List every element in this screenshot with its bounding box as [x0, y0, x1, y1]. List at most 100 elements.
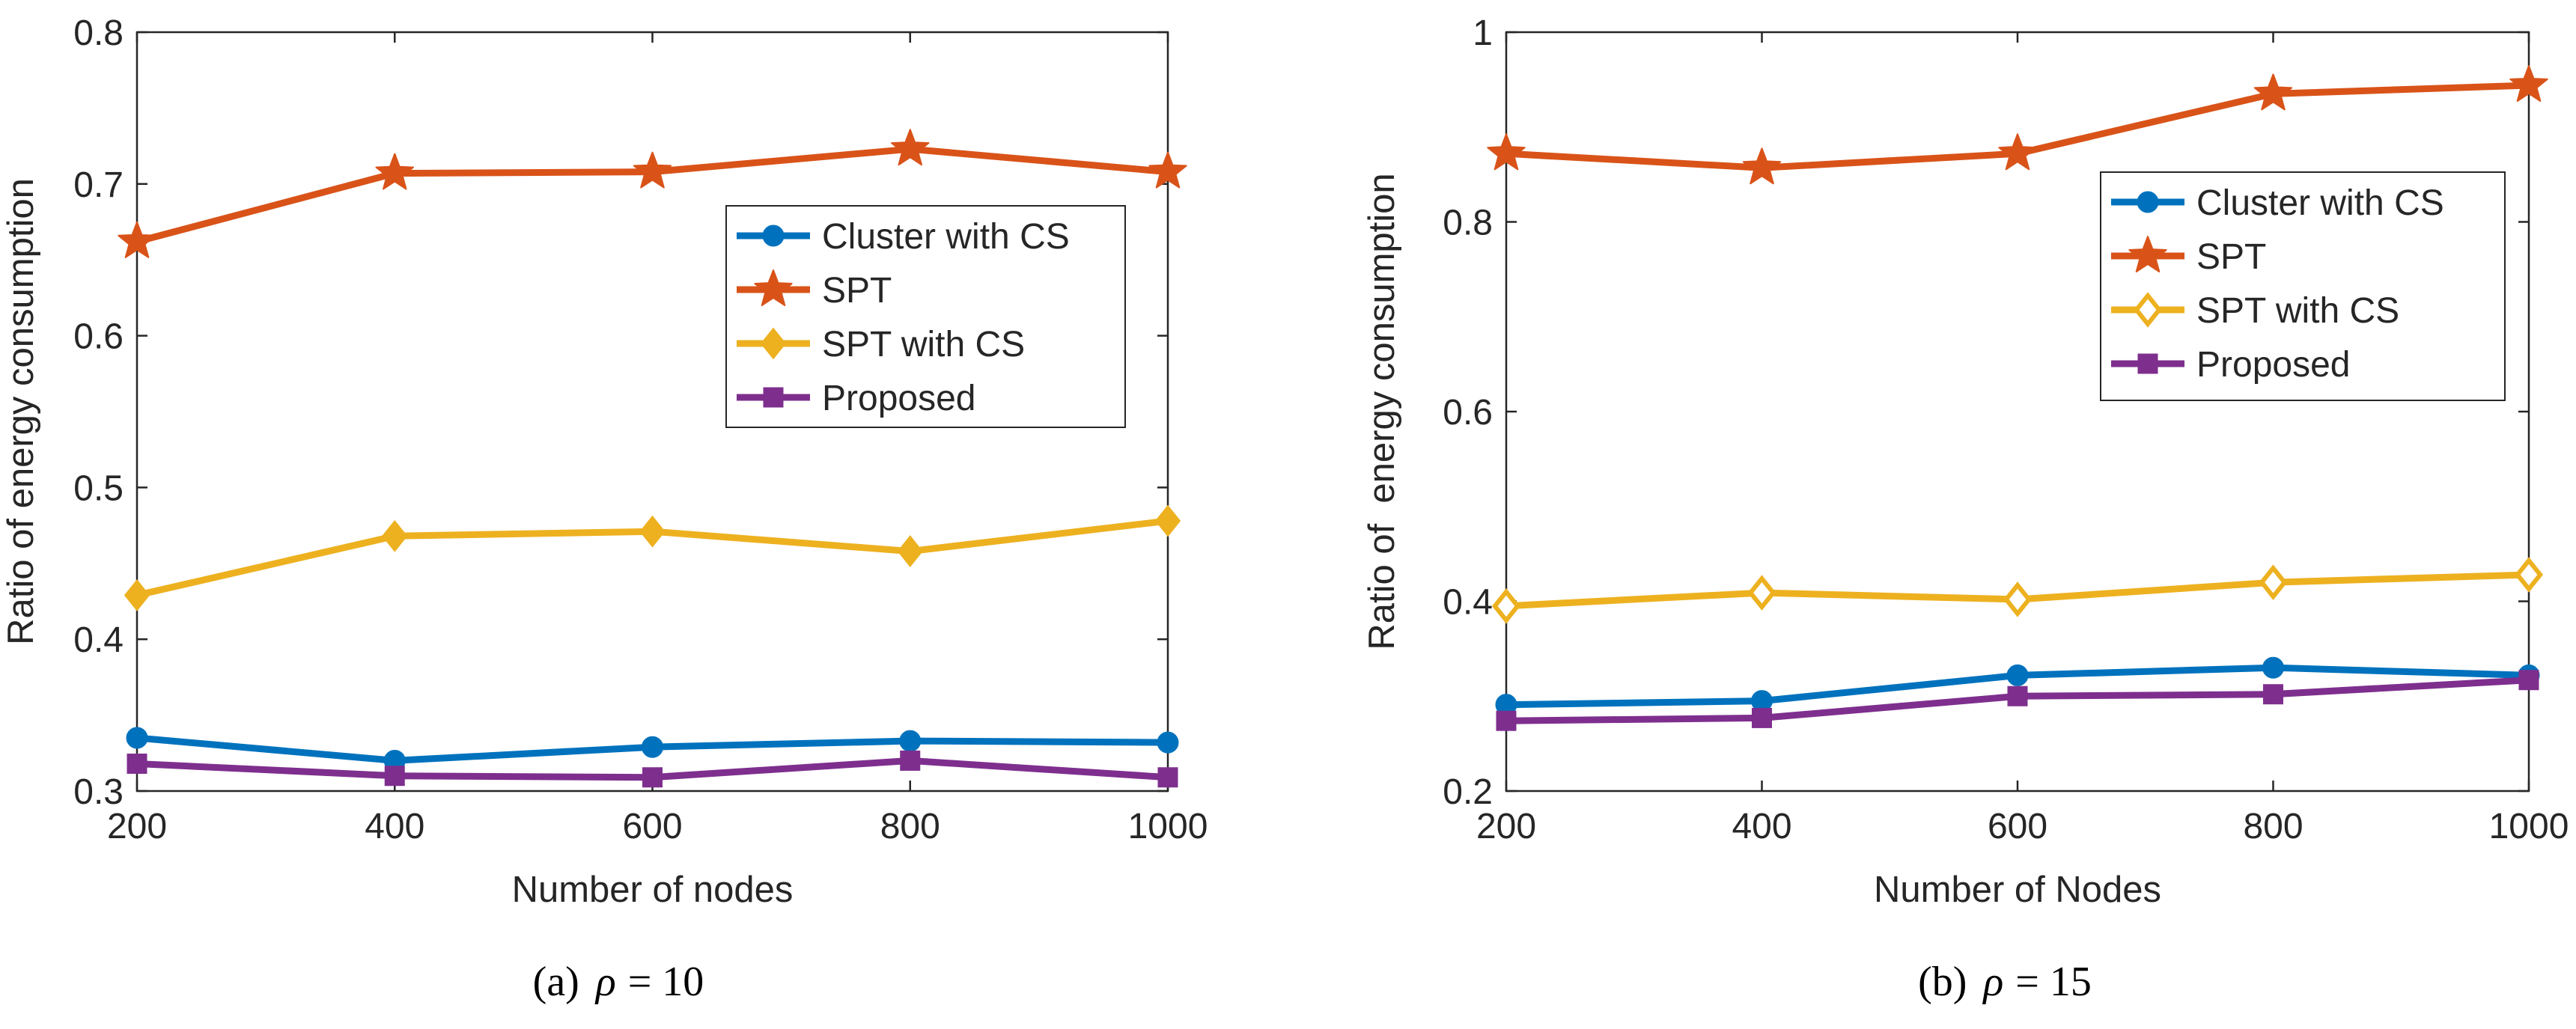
data-point	[2509, 65, 2548, 102]
data-point	[642, 767, 663, 788]
legend-label: SPT with CS	[822, 325, 1025, 364]
data-point	[127, 753, 147, 774]
x-tick-label: 800	[2243, 807, 2303, 846]
legend-label: Proposed	[2196, 345, 2350, 385]
series-spt	[1487, 65, 2548, 185]
data-point	[1752, 707, 1772, 728]
data-point	[1487, 133, 1526, 171]
chart-panel-b: 200 400 600 800 1000 0.2 0.4 0.6 0.8 1 Number of N…	[1362, 13, 2569, 1005]
y-tick-label: 0.6	[1443, 393, 1493, 433]
data-point	[642, 736, 663, 758]
legend-swatch-marker	[2137, 353, 2158, 374]
data-point	[1157, 731, 1179, 754]
data-point	[633, 151, 672, 189]
data-point	[384, 766, 405, 787]
figure-caption: (a) ρ = 10	[533, 959, 704, 1005]
legend-label: SPT with CS	[2196, 291, 2399, 331]
legend-label: Proposed	[822, 379, 975, 418]
caption-label: (a)	[533, 959, 579, 1005]
legend-swatch-marker	[763, 387, 784, 408]
y-axis-label: Ratio of energy consumption	[1362, 173, 1402, 650]
chart-panel-a: 200 400 600 800 1000 0.3 0.4 0.5 0.6 0.7 0.8 Number…	[1, 13, 1208, 1005]
series-spt	[118, 129, 1187, 258]
y-tick-label: 0.4	[73, 620, 124, 660]
series-proposed	[127, 750, 1178, 788]
y-tick-label: 0.7	[73, 165, 124, 205]
data-point	[1496, 710, 1517, 731]
data-point	[2263, 684, 2283, 705]
data-point	[2262, 656, 2284, 679]
x-axis-label: Number of Nodes	[1874, 870, 2161, 910]
data-point	[1747, 575, 1776, 611]
y-tick-label: 0.8	[1443, 204, 1493, 243]
legend-swatch-marker	[2133, 292, 2163, 328]
legend-label: SPT	[2196, 237, 2266, 277]
x-tick-label: 1000	[2489, 807, 2569, 846]
data-point	[2259, 564, 2288, 600]
data-point	[2518, 670, 2539, 691]
caption-value: = 15	[2015, 959, 2092, 1005]
caption-symbol: ρ	[594, 959, 616, 1005]
x-tick-label: 800	[880, 807, 940, 846]
data-point	[2006, 664, 2029, 686]
data-point	[1491, 588, 1521, 624]
caption-symbol: ρ	[1982, 959, 2003, 1005]
y-tick-label: 0.4	[1443, 583, 1493, 623]
data-point	[2007, 686, 2028, 706]
data-point	[126, 727, 148, 749]
data-point	[900, 750, 921, 771]
legend-swatch-marker	[754, 269, 793, 306]
data-point	[2253, 73, 2293, 111]
legend-label: SPT	[822, 271, 892, 311]
series-cluster-with-cs	[126, 727, 1179, 772]
series-proposed	[1496, 670, 2539, 731]
series-cluster-with-cs	[1495, 656, 2540, 716]
caption-value: = 10	[628, 959, 704, 1005]
data-point	[899, 730, 922, 752]
data-point	[897, 535, 923, 567]
series-spt-with-cs	[124, 504, 1181, 611]
legend-label: Cluster with CS	[822, 217, 1070, 257]
data-point	[118, 221, 156, 258]
y-tick-label: 0.5	[73, 468, 124, 508]
y-axis-label: Ratio of energy consumption	[1, 178, 41, 645]
data-point	[891, 129, 930, 166]
data-point	[1157, 767, 1178, 788]
y-tick-label: 1	[1473, 13, 1493, 53]
y-tick-label: 0.6	[73, 317, 124, 357]
data-point	[1742, 147, 1782, 185]
y-tick-label: 0.3	[73, 772, 124, 812]
caption-label: (b)	[1918, 959, 1967, 1005]
x-axis-label: Number of nodes	[512, 870, 794, 910]
data-point	[1998, 133, 2037, 171]
legend-label: Cluster with CS	[2196, 183, 2444, 223]
legend-swatch-marker	[2137, 191, 2159, 213]
legend-swatch-marker	[760, 327, 787, 360]
legend: Cluster with CS SPT SPT with CS Proposed	[725, 205, 1126, 428]
legend: Cluster with CS SPT SPT with CS Proposed	[2100, 171, 2506, 401]
x-tick-label: 200	[1476, 807, 1536, 846]
x-tick-label: 1000	[1128, 807, 1208, 846]
x-tick-label: 600	[1988, 807, 2047, 846]
figure-caption: (b) ρ = 15	[1918, 959, 2092, 1005]
data-point	[1154, 504, 1181, 537]
data-point	[375, 153, 414, 190]
x-tick-label: 200	[107, 807, 167, 846]
data-point	[2003, 581, 2033, 617]
data-point	[382, 519, 408, 552]
legend-box	[725, 205, 1126, 428]
x-tick-label: 400	[365, 807, 424, 846]
x-tick-label: 400	[1732, 807, 1791, 846]
x-tick-label: 600	[622, 807, 682, 846]
y-tick-label: 0.8	[73, 13, 124, 53]
series-spt-with-cs	[1491, 557, 2544, 624]
data-point	[1148, 151, 1187, 189]
data-point	[124, 578, 150, 611]
data-point	[2514, 557, 2544, 593]
data-point	[639, 515, 666, 548]
data-point	[1751, 690, 1773, 712]
legend-swatch-marker	[2128, 236, 2167, 272]
legend-swatch-marker	[762, 225, 785, 247]
y-tick-label: 0.2	[1443, 772, 1493, 812]
